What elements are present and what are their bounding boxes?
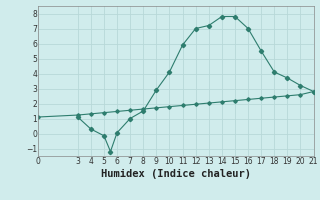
- X-axis label: Humidex (Indice chaleur): Humidex (Indice chaleur): [101, 169, 251, 179]
